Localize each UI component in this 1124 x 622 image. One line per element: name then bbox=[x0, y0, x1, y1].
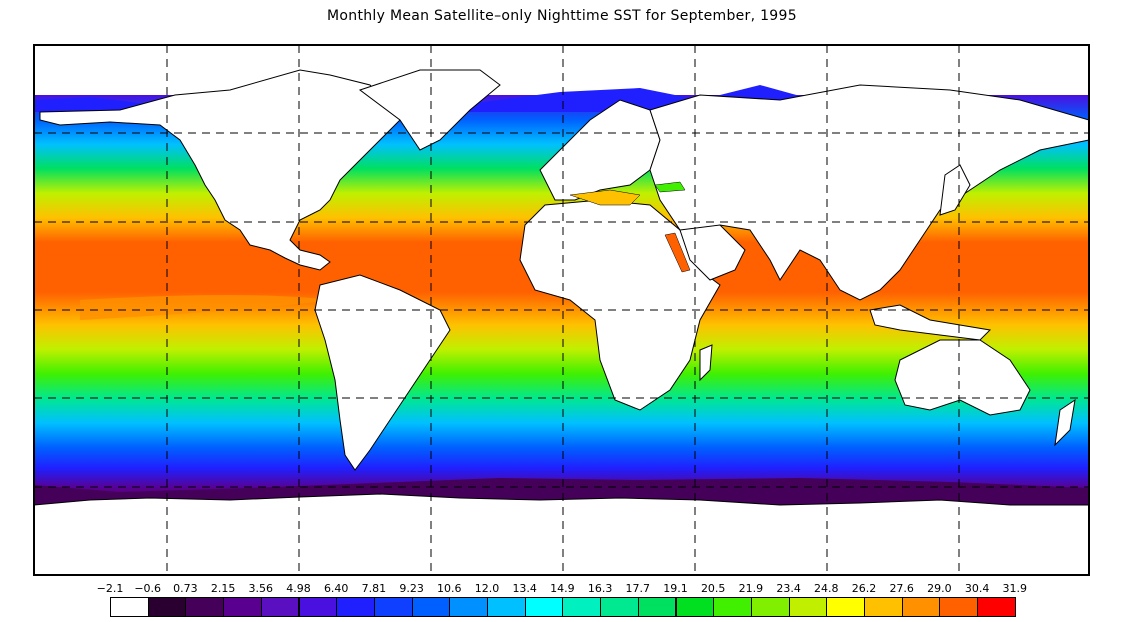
colorbar-swatch bbox=[675, 597, 715, 617]
colorbar-label: 24.8 bbox=[814, 582, 839, 595]
colorbar-swatch bbox=[260, 597, 300, 617]
colorbar-label: 6.40 bbox=[323, 582, 349, 595]
colorbar-label: 17.7 bbox=[625, 582, 651, 595]
colorbar-swatch bbox=[977, 597, 1016, 617]
north-america bbox=[39, 69, 401, 271]
arabian-peninsula bbox=[679, 224, 746, 281]
colorbar-swatch bbox=[373, 597, 413, 617]
indonesia bbox=[869, 304, 992, 341]
colorbar-swatch bbox=[449, 597, 488, 617]
colorbar-label: 27.6 bbox=[889, 582, 914, 595]
colorbar-swatch bbox=[600, 597, 639, 617]
colorbar-label: 19.1 bbox=[663, 582, 688, 595]
colorbar-swatch bbox=[487, 597, 526, 617]
graticule bbox=[34, 45, 1089, 575]
japan bbox=[939, 164, 971, 216]
colorbar-label: 7.81 bbox=[361, 582, 387, 595]
colorbar-label: 0.73 bbox=[173, 582, 198, 595]
colorbar-swatch bbox=[750, 597, 790, 617]
colorbar-label: −2.1 bbox=[96, 582, 124, 595]
colorbar-label: 13.4 bbox=[512, 582, 537, 595]
australia bbox=[894, 339, 1031, 416]
south-america bbox=[314, 274, 451, 471]
colorbar-label: 9.23 bbox=[399, 582, 424, 595]
colorbar-swatch bbox=[713, 597, 752, 617]
colorbar-label: 2.15 bbox=[210, 582, 236, 595]
colorbar-swatch bbox=[826, 597, 865, 617]
africa bbox=[519, 199, 721, 411]
colorbar-label: 14.9 bbox=[550, 582, 575, 595]
colorbar-label: 29.0 bbox=[927, 582, 952, 595]
colorbar-label: 26.2 bbox=[851, 582, 877, 595]
colorbar-swatch bbox=[864, 597, 903, 617]
colorbar-label: 12.0 bbox=[474, 582, 500, 595]
colorbar-swatch bbox=[223, 597, 262, 617]
map-title: Monthly Mean Satellite–only Nighttime SS… bbox=[327, 8, 797, 24]
colorbar-swatch bbox=[901, 597, 941, 617]
madagascar bbox=[699, 344, 713, 382]
colorbar-label: 20.5 bbox=[700, 582, 726, 595]
colorbar-swatch bbox=[298, 597, 338, 617]
colorbar-label: 4.98 bbox=[286, 582, 311, 595]
colorbar-label: 23.4 bbox=[776, 582, 801, 595]
colorbar-swatch bbox=[411, 597, 451, 617]
colorbar-label: 31.9 bbox=[1002, 582, 1028, 595]
map-frame bbox=[33, 44, 1090, 576]
sst-world-map bbox=[33, 44, 1090, 576]
colorbar-swatch bbox=[336, 597, 375, 617]
colorbar-swatch bbox=[939, 597, 979, 617]
colorbar-swatch bbox=[637, 597, 677, 617]
colorbar-label: −0.6 bbox=[134, 582, 162, 595]
colorbar-label: 21.9 bbox=[738, 582, 764, 595]
new-zealand bbox=[1054, 398, 1076, 447]
colorbar-label: 30.4 bbox=[964, 582, 990, 595]
colorbar-swatch bbox=[524, 597, 564, 617]
colorbar-label: 10.6 bbox=[437, 582, 462, 595]
antarctica bbox=[34, 493, 1089, 575]
colorbar-label: 16.3 bbox=[587, 582, 613, 595]
colorbar-swatch bbox=[562, 597, 602, 617]
land-masses bbox=[34, 69, 1089, 575]
greenland bbox=[358, 69, 501, 151]
colorbar-swatch bbox=[110, 597, 149, 617]
colorbar-swatch bbox=[147, 597, 187, 617]
colorbar-swatch bbox=[788, 597, 828, 617]
colorbar-label: 3.56 bbox=[248, 582, 274, 595]
colorbar-swatch bbox=[185, 597, 225, 617]
